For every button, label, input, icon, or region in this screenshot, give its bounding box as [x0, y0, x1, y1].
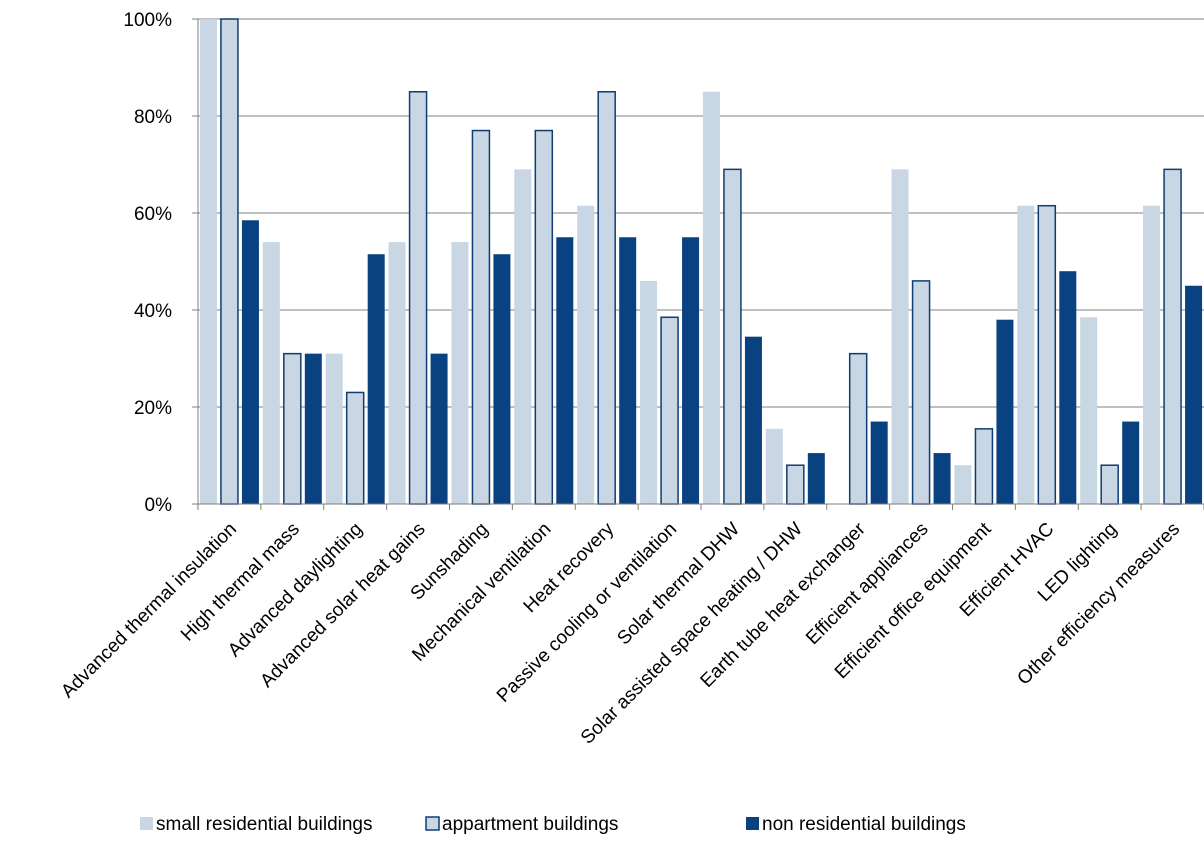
axes — [197, 19, 1204, 510]
bar-appartment — [471, 129, 491, 505]
bar-small-residential — [388, 242, 406, 504]
legend-label: non residential buildings — [762, 814, 966, 835]
bar-appartment — [534, 129, 554, 505]
x-tick-label: Solar assisted space heating / DHW — [577, 519, 807, 749]
bar-non-residential — [493, 254, 511, 504]
bar-small-residential — [325, 353, 343, 504]
bar-non-residential — [619, 237, 637, 504]
legend-label: appartment buildings — [442, 814, 618, 835]
legend-label: small residential buildings — [156, 814, 373, 835]
bar-non-residential — [1122, 421, 1140, 504]
bar-appartment — [848, 352, 868, 505]
bar-appartment — [220, 18, 239, 505]
bar-small-residential — [199, 19, 217, 504]
y-tick-label: 20% — [134, 398, 172, 419]
bar-non-residential — [807, 453, 825, 504]
y-tick-labels: 0% 20% 40% 60% 80% 100% — [123, 10, 198, 516]
bar-small-residential — [702, 91, 720, 504]
bars — [199, 18, 1203, 505]
bar-non-residential — [996, 319, 1014, 504]
bar-small-residential — [891, 169, 909, 504]
bar-non-residential — [933, 453, 951, 504]
bar-small-residential — [1017, 205, 1035, 504]
bar-non-residential — [1059, 271, 1077, 504]
bar-appartment — [1100, 464, 1119, 505]
bar-non-residential — [556, 237, 574, 504]
bar-small-residential — [1143, 205, 1161, 504]
bar-non-residential — [241, 220, 259, 504]
y-tick-label: 80% — [134, 107, 172, 128]
bar-non-residential — [1185, 285, 1203, 504]
legend-swatch — [140, 817, 153, 830]
bar-appartment — [1037, 204, 1057, 505]
bar-small-residential — [451, 242, 469, 504]
x-tick-label: High thermal mass — [177, 519, 304, 646]
bar-small-residential — [514, 169, 532, 504]
legend-swatch — [746, 817, 759, 830]
bar-non-residential — [682, 237, 700, 504]
bar-appartment — [911, 280, 931, 505]
bar-appartment — [283, 352, 302, 505]
x-tick-label: Solar thermal DHW — [613, 519, 744, 650]
bar-non-residential — [304, 353, 322, 504]
y-tick-label: 40% — [134, 301, 172, 322]
bar-small-residential — [577, 205, 595, 504]
bar-small-residential — [765, 428, 783, 504]
bar-small-residential — [954, 465, 972, 504]
bar-appartment — [345, 391, 365, 505]
y-tick-label: 60% — [134, 204, 172, 225]
bar-appartment — [786, 464, 805, 505]
legend: small residential buildings appartment bu… — [140, 814, 966, 835]
bar-non-residential — [430, 353, 448, 504]
bar-small-residential — [262, 242, 280, 504]
bar-small-residential — [640, 280, 658, 504]
bar-appartment — [597, 91, 616, 505]
bar-non-residential — [870, 421, 888, 504]
bar-small-residential — [1080, 317, 1098, 504]
bar-non-residential — [367, 254, 385, 504]
bar-appartment — [660, 316, 679, 505]
y-tick-label: 0% — [145, 495, 173, 516]
x-tick-label: Efficient appliances — [802, 519, 932, 649]
bar-non-residential — [744, 336, 762, 504]
legend-swatch — [425, 816, 440, 831]
bar-appartment — [723, 168, 742, 505]
bar-appartment — [974, 428, 994, 505]
gridlines — [198, 18, 1204, 408]
bar-appartment — [408, 91, 428, 505]
bar-appartment — [1163, 168, 1182, 505]
y-tick-label: 100% — [123, 10, 172, 31]
